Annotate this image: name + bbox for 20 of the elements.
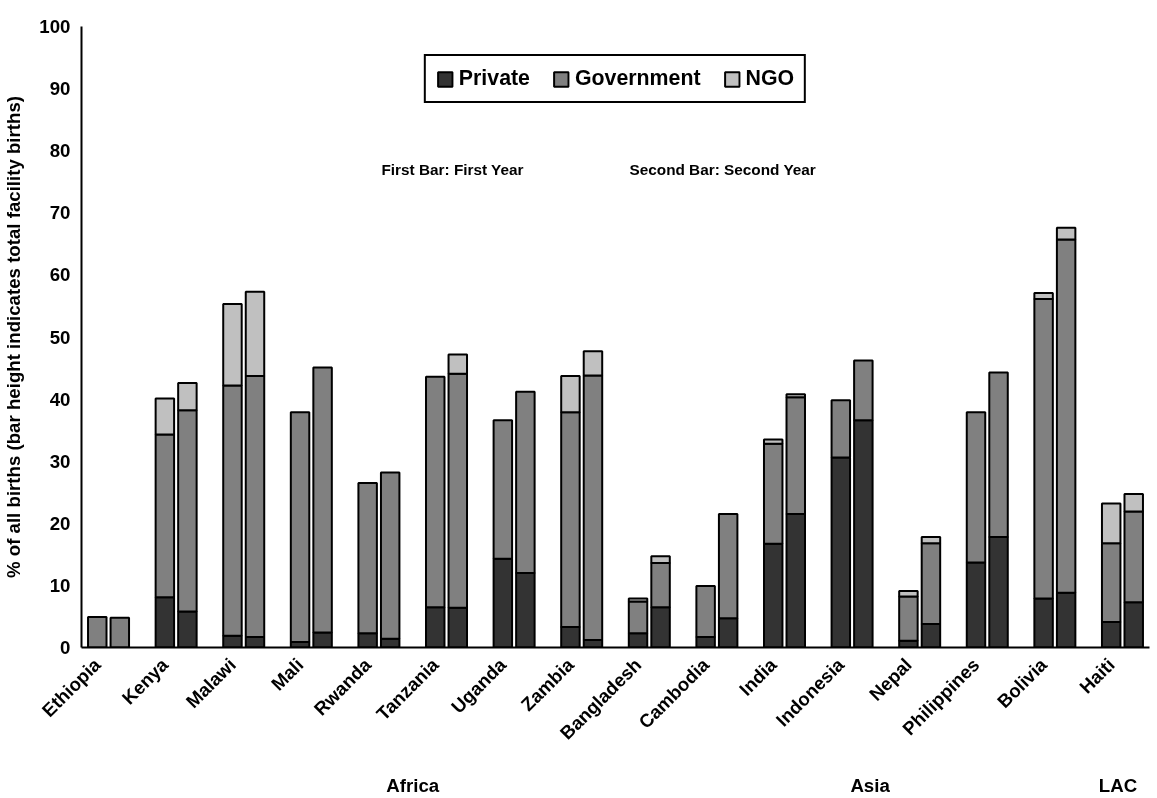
y-tick-label: 0 [60, 637, 71, 658]
y-tick-label: 100 [39, 16, 71, 37]
annotation: First Bar: First Year [381, 160, 524, 178]
legend-label: Private [458, 66, 530, 91]
y-tick-label: 30 [49, 450, 71, 472]
text: LAC [1098, 774, 1138, 796]
y-tick-label: 20 [49, 512, 71, 534]
text: Africa [386, 774, 440, 796]
y-tick-label: 40 [49, 388, 71, 410]
annotation: Second Bar: Second Year [629, 160, 816, 178]
y-tick-label: 90 [49, 78, 71, 100]
y-tick-label: 70 [49, 202, 71, 224]
text: Asia [850, 774, 891, 796]
y-tick-label: 50 [49, 326, 71, 348]
y-tick-label: 80 [49, 140, 71, 162]
y-axis-title: % of all births (bar height indicates total facility births) [3, 95, 25, 579]
legend-label: Government [574, 66, 701, 91]
y-tick-label: 60 [49, 264, 71, 286]
y-tick-label: 10 [49, 574, 71, 596]
legend-label: NGO [745, 66, 795, 91]
